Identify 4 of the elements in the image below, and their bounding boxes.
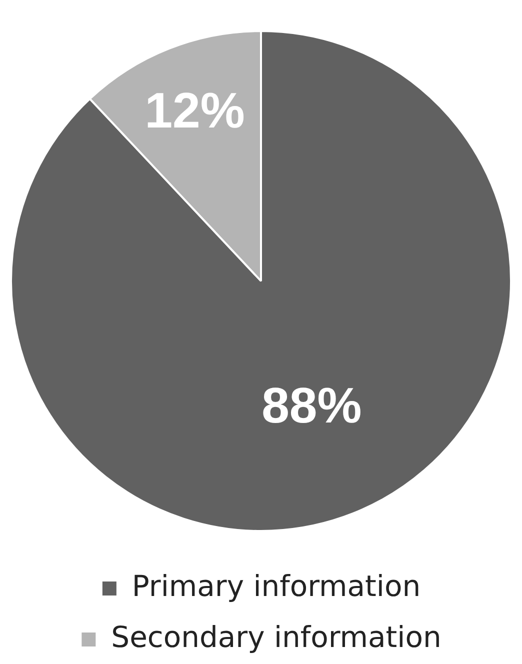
legend-label: Primary information xyxy=(132,569,421,604)
legend-label: Secondary information xyxy=(111,620,442,654)
data-label: 88% xyxy=(262,378,362,434)
data-label: 12% xyxy=(144,82,245,138)
